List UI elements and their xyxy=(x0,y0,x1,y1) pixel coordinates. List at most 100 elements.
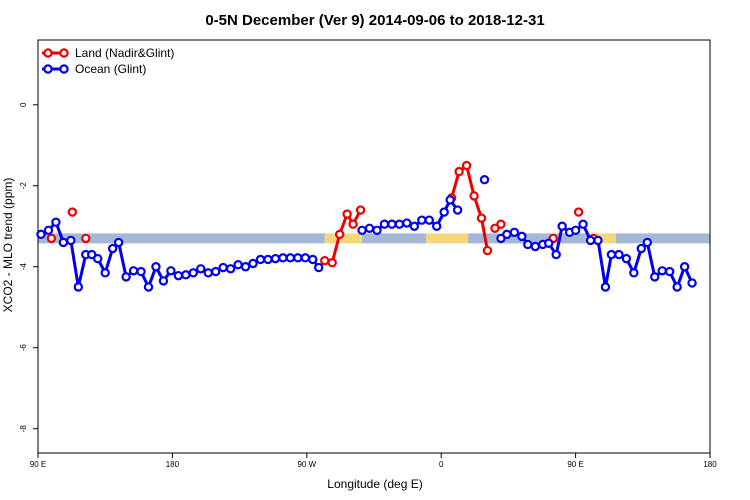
data-point xyxy=(432,221,442,231)
data-point xyxy=(196,264,206,274)
x-tick-label: 90 E xyxy=(567,460,583,469)
data-point xyxy=(342,209,352,219)
legend-marker xyxy=(43,64,53,74)
x-axis-label: Longitude (deg E) xyxy=(327,477,422,491)
data-point xyxy=(379,219,390,229)
legend-marker xyxy=(59,48,69,58)
data-point xyxy=(300,253,311,263)
data-point xyxy=(355,205,366,215)
data-point xyxy=(600,282,611,292)
data-point xyxy=(657,266,667,276)
legend-item: Ocean (Glint) xyxy=(42,62,146,76)
data-point xyxy=(93,253,103,264)
series-points xyxy=(36,174,697,292)
series-points xyxy=(46,160,599,268)
data-point xyxy=(263,254,273,265)
data-point xyxy=(248,258,258,269)
data-point xyxy=(461,160,472,171)
data-point xyxy=(593,235,603,246)
data-point xyxy=(233,260,243,270)
chart-title: 0-5N December (Ver 9) 2014-09-06 to 2018… xyxy=(205,12,544,29)
data-point xyxy=(81,233,91,244)
data-point xyxy=(409,221,420,231)
data-point xyxy=(211,266,221,277)
data-point xyxy=(621,253,632,264)
data-point xyxy=(43,225,54,236)
data-point xyxy=(285,253,296,263)
data-point xyxy=(151,262,161,272)
data-point xyxy=(387,219,397,229)
data-point xyxy=(452,205,463,215)
data-point xyxy=(394,219,405,229)
data-point xyxy=(636,243,647,254)
data-point xyxy=(46,233,57,244)
data-point xyxy=(578,219,588,229)
data-point xyxy=(439,207,449,217)
data-point xyxy=(424,215,434,225)
data-point xyxy=(664,266,675,277)
data-point xyxy=(642,237,652,248)
data-point xyxy=(679,262,690,272)
data-point xyxy=(482,245,493,256)
plot-frame xyxy=(37,39,711,454)
data-point xyxy=(320,255,330,266)
data-point xyxy=(314,262,324,273)
data-point xyxy=(166,266,176,276)
data-point xyxy=(36,229,46,240)
series-layer xyxy=(36,160,697,292)
data-point xyxy=(293,253,303,263)
legend-marker xyxy=(59,64,69,74)
data-point xyxy=(372,225,382,236)
data-point xyxy=(402,218,412,228)
data-point xyxy=(348,219,358,229)
data-point xyxy=(479,174,490,185)
data-point xyxy=(629,268,639,278)
legend-label: Land (Nadir&Glint) xyxy=(75,46,174,60)
y-tick-label: -8 xyxy=(19,425,28,433)
data-point xyxy=(672,282,682,292)
data-point xyxy=(614,249,624,260)
data-point xyxy=(544,238,554,248)
data-point xyxy=(327,257,337,268)
y-tick-label: -6 xyxy=(19,344,28,352)
data-point xyxy=(225,264,236,274)
data-point xyxy=(121,272,131,282)
data-point xyxy=(240,262,251,272)
data-point xyxy=(113,237,124,248)
y-tick-label: -4 xyxy=(19,263,28,271)
data-point xyxy=(509,227,520,238)
x-tick-label: 0 xyxy=(439,460,444,469)
data-point xyxy=(51,217,61,227)
data-point xyxy=(173,270,184,281)
data-point xyxy=(417,215,427,225)
data-point xyxy=(650,272,660,282)
data-point xyxy=(128,266,139,276)
data-point xyxy=(469,191,479,201)
data-point xyxy=(67,207,78,217)
data-point xyxy=(278,253,288,263)
data-point xyxy=(334,229,345,240)
legend-label: Ocean (Glint) xyxy=(75,62,146,76)
data-point xyxy=(502,229,512,240)
data-point xyxy=(73,282,84,292)
data-point xyxy=(517,231,527,242)
data-point xyxy=(585,235,596,246)
data-point xyxy=(255,254,266,265)
x-tick-label: 180 xyxy=(703,460,717,469)
data-point xyxy=(308,254,318,265)
data-point xyxy=(606,249,617,260)
data-point xyxy=(270,253,281,264)
data-point xyxy=(357,225,367,236)
x-tick-label: 90 E xyxy=(30,460,46,469)
data-point xyxy=(181,270,191,280)
data-point xyxy=(476,213,487,223)
data-point xyxy=(573,207,584,217)
data-point xyxy=(557,221,567,231)
axes: 90 E 180 90 W 0 90 E 180 0 -2 -4 -6 -8 xyxy=(19,39,717,469)
data-point xyxy=(445,195,455,205)
y-axis-label: XCO2 - MLO trend (ppm) xyxy=(1,178,15,313)
legend-item: Land (Nadir&Glint) xyxy=(42,46,174,60)
data-point xyxy=(218,262,228,273)
data-point xyxy=(136,266,146,277)
